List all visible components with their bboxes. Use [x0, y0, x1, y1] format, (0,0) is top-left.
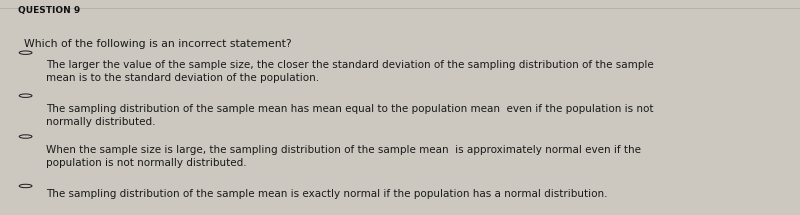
Text: The larger the value of the sample size, the closer the standard deviation of th: The larger the value of the sample size,…	[46, 60, 654, 83]
Text: When the sample size is large, the sampling distribution of the sample mean  is : When the sample size is large, the sampl…	[46, 145, 642, 168]
Text: QUESTION 9: QUESTION 9	[18, 6, 80, 15]
Text: The sampling distribution of the sample mean is exactly normal if the population: The sampling distribution of the sample …	[46, 189, 608, 199]
Text: The sampling distribution of the sample mean has mean equal to the population me: The sampling distribution of the sample …	[46, 104, 654, 127]
Text: Which of the following is an incorrect statement?: Which of the following is an incorrect s…	[24, 39, 292, 49]
